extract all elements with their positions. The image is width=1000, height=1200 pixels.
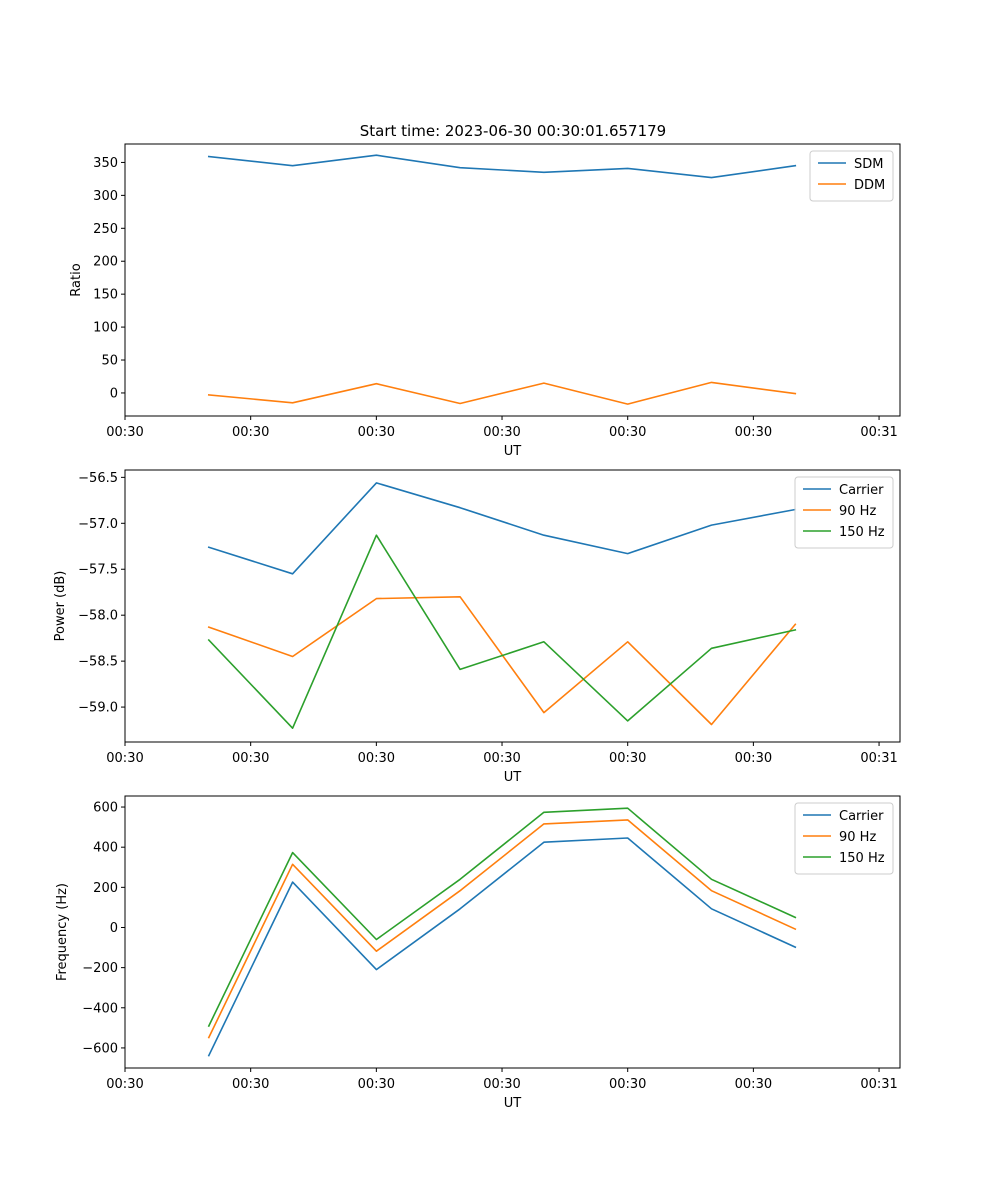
series-line-carrier [207, 837, 797, 1057]
y-tick-label: 50 [101, 354, 118, 369]
y-tick-label: −200 [82, 961, 118, 976]
y-tick-label: 200 [93, 255, 118, 270]
x-tick-label: 00:31 [860, 751, 897, 766]
x-tick-label: 00:30 [232, 425, 269, 440]
y-tick-label: 0 [110, 921, 118, 936]
legend: SDM DDM [809, 150, 894, 202]
x-tick-label: 00:30 [232, 751, 269, 766]
y-tick-label: −57.5 [78, 563, 118, 578]
axes-frame [124, 795, 901, 1069]
y-tick-label: −58.5 [78, 655, 118, 670]
chart-panels: 00:30 00:30 00:30 00:30 00:30 00:30 00:31 0 50 10… [53, 143, 901, 1111]
x-tick-label: 00:30 [483, 751, 520, 766]
y-tick-label: 250 [93, 222, 118, 237]
series-line-carrier [207, 482, 797, 575]
axes-frame [124, 469, 901, 743]
x-tick-label: 00:30 [106, 425, 143, 440]
legend: Carrier 90 Hz 150 Hz [794, 802, 894, 875]
y-tick-label: 0 [110, 386, 118, 401]
series-line-90-hz [207, 819, 797, 1039]
y-tick-label: −59.0 [78, 701, 118, 716]
legend-label: 90 Hz [839, 504, 876, 519]
x-tick-label: 00:30 [106, 1077, 143, 1092]
x-axis-label: UT [504, 444, 522, 459]
y-tick-label: 150 [93, 288, 118, 303]
x-tick-label: 00:30 [232, 1077, 269, 1092]
y-tick-label: 100 [93, 321, 118, 336]
y-tick-label: 300 [93, 189, 118, 204]
x-tick-label: 00:30 [483, 425, 520, 440]
series-line-90-hz [207, 595, 797, 726]
chart-panel-2: 00:30 00:30 00:30 00:30 00:30 00:30 00:31 −59.0… [53, 469, 901, 785]
series-line-sdm [207, 154, 797, 179]
x-tick-label: 00:30 [735, 751, 772, 766]
x-tick-label: 00:31 [860, 425, 897, 440]
y-tick-label: −57.0 [78, 517, 118, 532]
x-tick-label: 00:30 [609, 751, 646, 766]
legend-label: 150 Hz [839, 851, 885, 866]
y-axis-label: Power (dB) [53, 571, 68, 642]
x-tick-label: 00:30 [735, 1077, 772, 1092]
chart-panel-1: 00:30 00:30 00:30 00:30 00:30 00:30 00:31 0 50 10… [69, 143, 901, 459]
x-tick-label: 00:30 [609, 1077, 646, 1092]
legend-label: 90 Hz [839, 830, 876, 845]
legend-label: SDM [854, 157, 883, 172]
y-tick-label: −600 [82, 1041, 118, 1056]
series-line-ddm [207, 381, 797, 405]
axes-frame [124, 143, 901, 417]
legend-label: Carrier [839, 483, 884, 498]
x-tick-label: 00:30 [358, 751, 395, 766]
series-line-150-hz [207, 534, 797, 730]
legend-label: 150 Hz [839, 525, 885, 540]
x-tick-label: 00:31 [860, 1077, 897, 1092]
y-tick-label: −58.0 [78, 609, 118, 624]
chart-panel-3: 00:30 00:30 00:30 00:30 00:30 00:30 00:31 −600 −… [55, 795, 901, 1111]
y-tick-label: −400 [82, 1001, 118, 1016]
y-tick-label: 600 [93, 801, 118, 816]
figure-title: Start time: 2023-06-30 00:30:01.657179 [360, 122, 666, 140]
x-tick-label: 00:30 [106, 751, 143, 766]
x-axis-label: UT [504, 770, 522, 785]
y-tick-label: 200 [93, 881, 118, 896]
y-axis-label: Ratio [69, 263, 84, 296]
x-tick-label: 00:30 [483, 1077, 520, 1092]
y-axis-label: Frequency (Hz) [55, 883, 70, 981]
x-tick-label: 00:30 [735, 425, 772, 440]
series-line-150-hz [207, 807, 797, 1028]
y-tick-label: 350 [93, 156, 118, 171]
x-tick-label: 00:30 [358, 425, 395, 440]
x-tick-label: 00:30 [609, 425, 646, 440]
x-axis-label: UT [504, 1096, 522, 1111]
y-tick-label: 400 [93, 841, 118, 856]
y-tick-label: −56.5 [78, 471, 118, 486]
x-tick-label: 00:30 [358, 1077, 395, 1092]
legend: Carrier 90 Hz 150 Hz [794, 476, 894, 549]
legend-label: DDM [854, 178, 885, 193]
legend-label: Carrier [839, 809, 884, 824]
